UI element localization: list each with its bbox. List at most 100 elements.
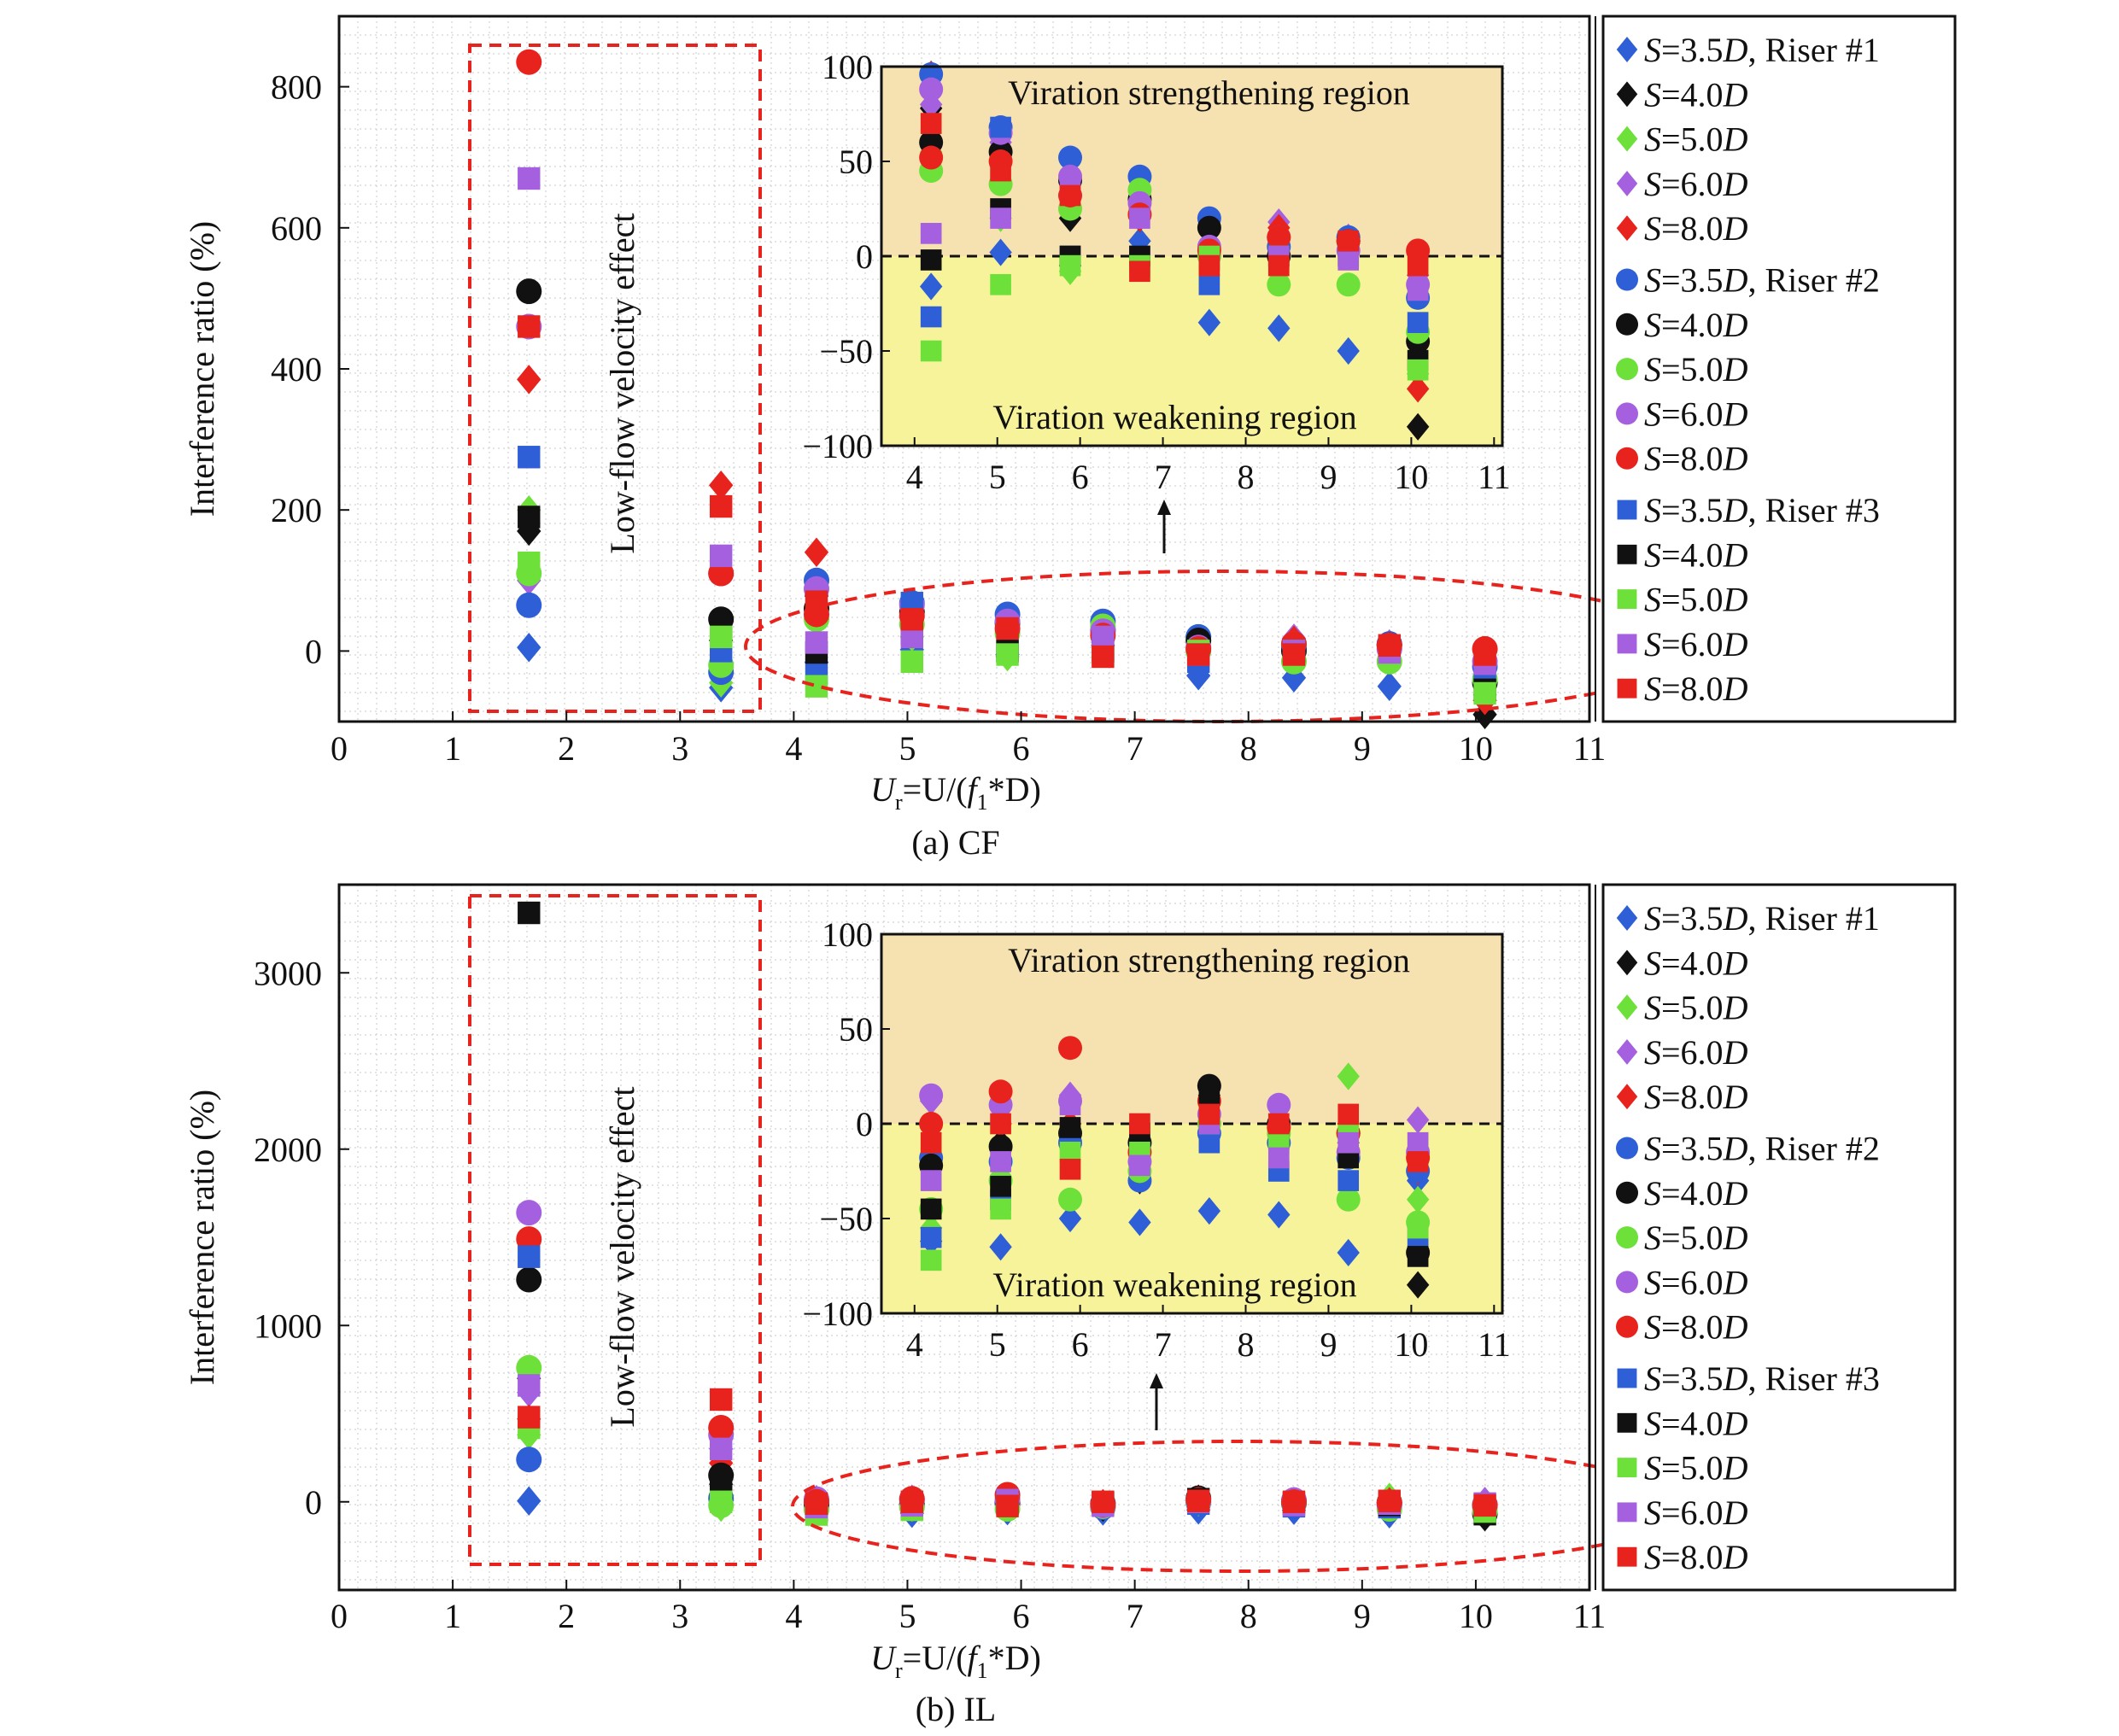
inset-data-point bbox=[1058, 1036, 1083, 1061]
legend-marker bbox=[1616, 402, 1638, 425]
x-tick-label: 6 bbox=[1013, 1597, 1030, 1635]
inset-data-point bbox=[1197, 215, 1221, 240]
legend-label-s: S bbox=[1644, 120, 1661, 159]
data-point bbox=[517, 1486, 541, 1516]
panel-cf: Low-flow velocity effect Viration strengt… bbox=[183, 15, 1957, 862]
inset-data-point bbox=[1267, 272, 1291, 297]
legend-label: S=6.0D bbox=[1644, 165, 1748, 203]
legend-marker bbox=[1616, 1271, 1638, 1294]
inset-data-point bbox=[1406, 412, 1430, 441]
legend-marker bbox=[1616, 1084, 1638, 1110]
legend-entry: S=6.0D bbox=[1616, 1033, 1748, 1072]
x-tick-label: 11 bbox=[1573, 1597, 1607, 1635]
inset-x-tick-label: 6 bbox=[1072, 1325, 1089, 1364]
legend-marker bbox=[1616, 1038, 1638, 1065]
inset-data-point bbox=[919, 1083, 944, 1108]
y-tick-label: 200 bbox=[271, 491, 322, 529]
legend-label-s: S bbox=[1644, 1219, 1661, 1257]
x-tick-label: 5 bbox=[899, 729, 916, 768]
inset-x-tick-label: 11 bbox=[1478, 458, 1511, 496]
legend-label-d: D bbox=[1723, 75, 1748, 114]
legend-marker bbox=[1617, 1458, 1637, 1478]
x-tick-label: 4 bbox=[785, 729, 802, 768]
inset-x-tick-label: 4 bbox=[906, 1325, 923, 1364]
data-point bbox=[1092, 1490, 1115, 1513]
inset-data-point bbox=[1058, 145, 1083, 170]
x-tick-label: 9 bbox=[1354, 1597, 1371, 1635]
legend-marker bbox=[1616, 950, 1638, 976]
legend-label: S=4.0D bbox=[1644, 306, 1748, 344]
inset-y-tick-label: −50 bbox=[819, 332, 873, 371]
legend-label-value: =4.0 bbox=[1661, 75, 1724, 114]
legend-marker bbox=[1616, 215, 1638, 242]
legend-entry: S=3.5D, Riser #2 bbox=[1616, 261, 1880, 300]
inset-data-point bbox=[1336, 1187, 1361, 1212]
weakening-region bbox=[881, 1124, 1502, 1313]
legend-label-s: S bbox=[1644, 581, 1661, 619]
inset-data-point bbox=[1406, 375, 1430, 403]
legend-entry: S=3.5D, Riser #3 bbox=[1617, 1359, 1880, 1398]
inset-data-point bbox=[1198, 1131, 1220, 1154]
legend-entry: S=3.5D, Riser #2 bbox=[1616, 1130, 1880, 1168]
inset-data-point bbox=[920, 223, 942, 244]
x-tick-label: 7 bbox=[1127, 729, 1144, 768]
legend-label: S=6.0D bbox=[1644, 1033, 1748, 1072]
strengthening-label: Viration strengthening region bbox=[1008, 73, 1410, 112]
data-point bbox=[709, 1490, 733, 1513]
legend-label-value: =6.0 bbox=[1661, 1263, 1724, 1301]
legend-label-d: D bbox=[1723, 209, 1748, 248]
x-tick-label: 1 bbox=[444, 729, 461, 768]
data-point bbox=[1092, 645, 1115, 669]
legend-label-d: D bbox=[1723, 491, 1748, 529]
legend-label-value: =6.0 bbox=[1661, 1493, 1724, 1532]
legend-marker bbox=[1617, 1368, 1637, 1388]
legend-label-s: S bbox=[1644, 1449, 1661, 1488]
data-point bbox=[1282, 1490, 1306, 1513]
legend-label-s: S bbox=[1644, 899, 1661, 938]
data-point bbox=[518, 167, 541, 190]
data-point bbox=[996, 643, 1019, 666]
legend-marker bbox=[1616, 81, 1638, 108]
legend-marker bbox=[1616, 905, 1638, 931]
strengthening-region bbox=[881, 934, 1502, 1124]
legend-label-s: S bbox=[1644, 1308, 1661, 1347]
legend-label-value: =8.0 bbox=[1661, 440, 1724, 478]
inset-data-point bbox=[1407, 312, 1429, 334]
low-flow-label: Low-flow velocity effect bbox=[603, 1086, 641, 1427]
inset-x-tick-label: 5 bbox=[989, 1325, 1006, 1364]
y-tick-label: 2000 bbox=[254, 1131, 322, 1169]
weakening-label: Viration weakening region bbox=[992, 1265, 1356, 1304]
inset-data-point bbox=[990, 208, 1011, 229]
legend-label-s: S bbox=[1644, 944, 1661, 982]
legend-entry: S=4.0D bbox=[1616, 1174, 1748, 1213]
legend-label-s: S bbox=[1644, 1078, 1661, 1116]
inset-chart: Viration strengthening region Viration we… bbox=[802, 915, 1510, 1364]
main-markers bbox=[516, 901, 1498, 1532]
data-point bbox=[518, 901, 541, 925]
panel-caption: (b) IL bbox=[916, 1690, 996, 1728]
legend-entry: S=4.0D bbox=[1616, 306, 1748, 344]
legend-label-s: S bbox=[1644, 395, 1661, 433]
legend-label-value: =3.5 bbox=[1661, 491, 1724, 529]
inset-data-point bbox=[920, 1198, 942, 1220]
inset-data-point bbox=[1197, 1197, 1221, 1225]
legend-marker bbox=[1617, 634, 1637, 654]
inset-y-tick-label: 50 bbox=[839, 143, 873, 181]
y-tick-label: 0 bbox=[305, 632, 322, 670]
legend-marker bbox=[1616, 1226, 1638, 1249]
legend-entry: S=6.0D bbox=[1617, 1493, 1748, 1532]
x-axis-label-part: *D) bbox=[988, 1639, 1041, 1677]
legend-entry: S=5.0D bbox=[1617, 1449, 1748, 1488]
legend-label-d: D bbox=[1723, 31, 1748, 69]
inset-data-point bbox=[1338, 1131, 1360, 1154]
inset-x-tick-label: 10 bbox=[1394, 1325, 1428, 1364]
inset-markers bbox=[919, 1036, 1431, 1299]
x-tick-label: 0 bbox=[331, 1597, 348, 1635]
legend-label-d: D bbox=[1723, 1449, 1748, 1488]
legend-marker bbox=[1617, 1412, 1637, 1433]
inset-data-point bbox=[1407, 254, 1429, 277]
data-point bbox=[996, 1494, 1019, 1517]
legend-marker bbox=[1617, 1546, 1637, 1567]
legend-label: S=3.5D, Riser #2 bbox=[1644, 261, 1880, 300]
legend-marker bbox=[1616, 994, 1638, 1020]
